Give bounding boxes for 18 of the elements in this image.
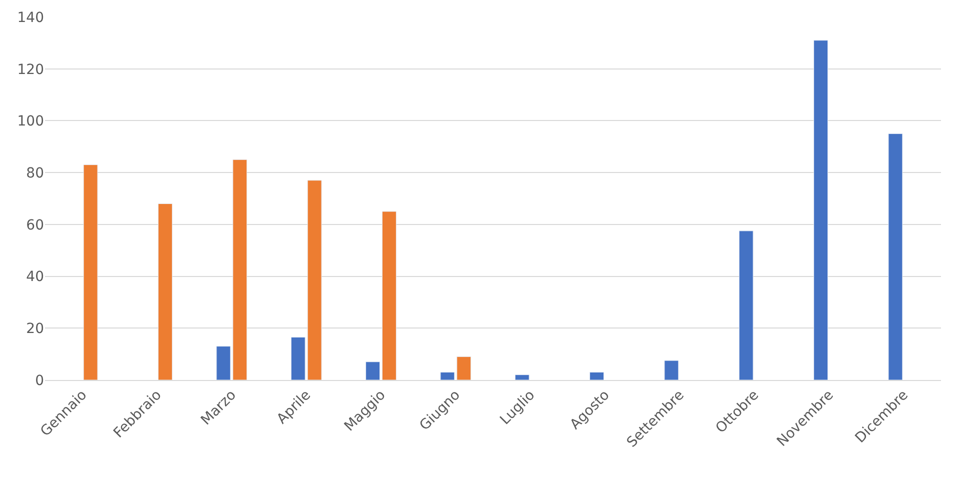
bar xyxy=(382,211,396,380)
y-tick-label: 40 xyxy=(26,269,44,286)
y-tick-label: 60 xyxy=(26,217,44,234)
bar xyxy=(366,362,380,380)
y-tick-label: 20 xyxy=(26,321,44,338)
bar xyxy=(738,230,754,380)
y-tick-label: 120 xyxy=(17,62,44,78)
y-tick-label: 100 xyxy=(17,114,44,130)
bar xyxy=(514,374,530,380)
bar xyxy=(83,164,98,380)
bar xyxy=(888,133,903,380)
y-tick-label: 80 xyxy=(26,165,44,182)
bar xyxy=(158,203,172,380)
bar xyxy=(664,360,679,380)
bar xyxy=(590,372,604,380)
y-tick-label: 140 xyxy=(17,10,44,26)
bar xyxy=(814,40,828,380)
y-tick-label: 0 xyxy=(35,372,44,389)
